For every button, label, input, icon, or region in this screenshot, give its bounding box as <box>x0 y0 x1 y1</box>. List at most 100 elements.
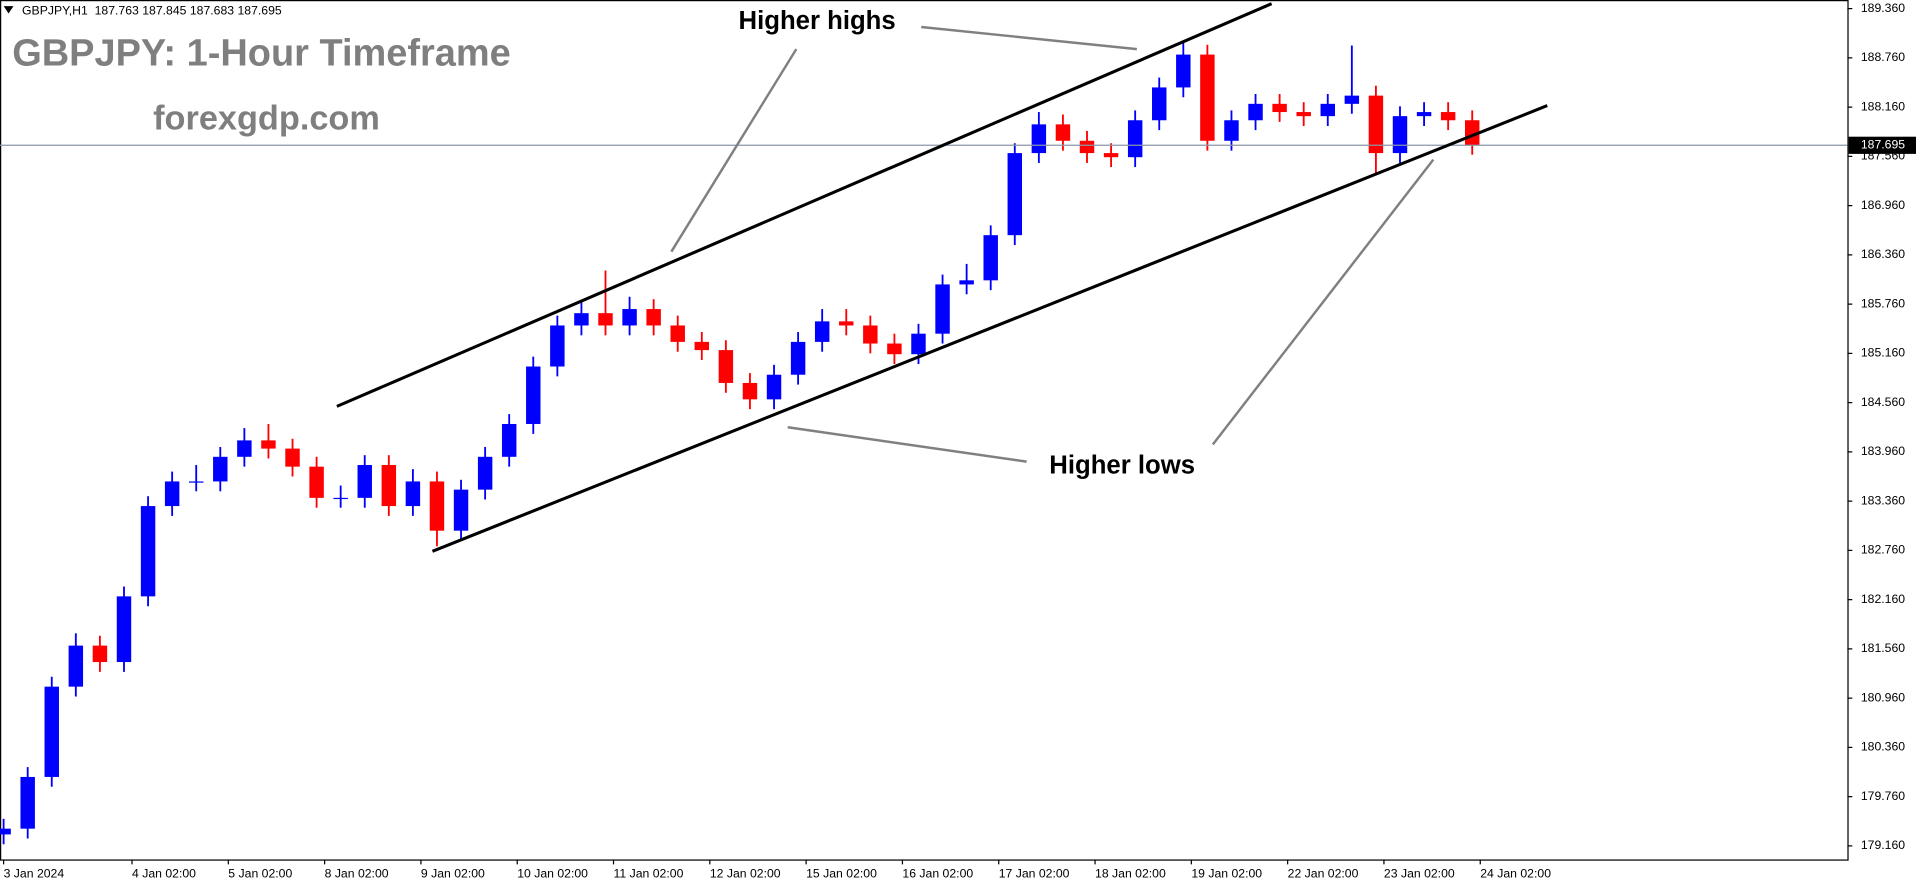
x-tick-label: 22 Jan 02:00 <box>1288 866 1359 880</box>
chart-subtitle: forexgdp.com <box>153 99 380 137</box>
candle-body <box>429 481 445 531</box>
candle-body <box>20 776 35 829</box>
candle-body <box>959 280 974 285</box>
x-tick-label: 12 Jan 02:00 <box>710 866 781 880</box>
y-tick-label: 186.360 <box>1861 247 1905 261</box>
candle-body <box>1224 120 1239 141</box>
candle-body <box>935 284 950 334</box>
candle-body <box>622 309 637 326</box>
candle-body <box>501 423 517 457</box>
last-price-box <box>1848 136 1916 154</box>
candle-body <box>213 456 228 482</box>
candle-body <box>1055 124 1071 141</box>
y-tick-label: 179.160 <box>1861 838 1905 852</box>
pointer <box>1211 158 1435 446</box>
candle-body <box>92 645 108 663</box>
candle-body <box>1176 54 1191 88</box>
x-tick-label: 8 Jan 02:00 <box>325 866 389 880</box>
candle-body <box>1248 103 1263 121</box>
lower-trendline <box>431 104 1548 553</box>
candle-body <box>116 596 132 663</box>
candle-body <box>140 506 156 597</box>
candle-body <box>68 645 84 687</box>
annotation: Higher highs <box>739 7 896 35</box>
candle-body <box>44 686 59 777</box>
x-tick-label: 24 Jan 02:00 <box>1480 866 1551 880</box>
y-tick-label: 189.360 <box>1861 1 1905 15</box>
x-tick-label: 4 Jan 02:00 <box>132 866 196 880</box>
candle-body <box>1320 103 1335 117</box>
x-tick-label: 5 Jan 02:00 <box>228 866 292 880</box>
candle-body <box>1200 54 1215 141</box>
y-tick-label: 182.160 <box>1861 592 1905 606</box>
pointer <box>921 25 1137 51</box>
candle-body <box>188 481 204 483</box>
upper-trendline <box>336 2 1273 408</box>
x-tick-label: 19 Jan 02:00 <box>1191 866 1262 880</box>
y-tick-label: 181.560 <box>1861 641 1905 655</box>
candle-body <box>405 481 421 507</box>
candle-body <box>790 341 806 375</box>
annotation: Higher lows <box>1049 451 1195 479</box>
candle-body <box>983 235 998 281</box>
x-tick-label: 15 Jan 02:00 <box>806 866 877 880</box>
y-tick-label: 183.360 <box>1861 493 1905 507</box>
candle-body <box>1344 95 1360 104</box>
y-tick-label: 183.960 <box>1861 444 1905 458</box>
y-tick-label: 188.760 <box>1861 50 1905 64</box>
candle-body <box>863 325 878 344</box>
y-tick-label: 180.960 <box>1861 690 1905 704</box>
y-tick-label: 185.760 <box>1861 296 1905 310</box>
candle-body <box>742 382 758 400</box>
x-tick-label: 17 Jan 02:00 <box>999 866 1070 880</box>
menu-icon[interactable] <box>3 6 14 14</box>
candle-body <box>911 333 926 355</box>
candle-body <box>646 309 661 326</box>
header: GBPJPY,H1 187.763 187.845 187.683 187.69… <box>22 3 282 17</box>
y-tick-label: 182.760 <box>1861 543 1905 557</box>
candle-body <box>381 465 397 507</box>
y-tick-label: 180.360 <box>1861 740 1905 754</box>
candle-body <box>574 313 589 326</box>
candle-body <box>766 374 782 400</box>
candle-body <box>285 448 300 467</box>
candle-body <box>333 497 348 500</box>
candle-body <box>1079 140 1095 154</box>
candle-body <box>1152 87 1167 121</box>
pointer <box>670 48 798 253</box>
last-price-label: 187.695 <box>1861 138 1905 152</box>
candle-body <box>887 343 902 355</box>
candle-body <box>526 366 541 424</box>
y-tick-label: 188.160 <box>1861 99 1905 113</box>
candle-body <box>477 456 493 490</box>
candle-body <box>1103 153 1119 158</box>
y-tick-label: 185.160 <box>1861 346 1905 360</box>
candle-body <box>1464 120 1480 146</box>
candle-body <box>309 466 324 498</box>
candle-body <box>1127 120 1143 158</box>
y-tick-label: 184.560 <box>1861 395 1905 409</box>
candle-body <box>357 465 372 498</box>
candle-body <box>839 321 854 326</box>
candle-body <box>1296 112 1311 117</box>
candle-body <box>1392 116 1408 154</box>
x-tick-label: 3 Jan 2024 <box>4 866 65 880</box>
x-tick-label: 9 Jan 02:00 <box>421 866 485 880</box>
candle-body <box>1440 112 1456 121</box>
candle-body <box>0 828 11 835</box>
pointer-lines <box>670 25 1435 463</box>
candle-body <box>670 325 685 342</box>
candle-body <box>164 481 180 507</box>
candle-body <box>550 325 565 367</box>
candle-body <box>1007 153 1023 236</box>
y-tick-label: 179.760 <box>1861 789 1905 803</box>
x-tick-label: 18 Jan 02:00 <box>1095 866 1166 880</box>
candle-body <box>718 350 734 383</box>
candle-body <box>694 341 710 351</box>
candle-body <box>453 489 469 531</box>
x-tick-label: 16 Jan 02:00 <box>902 866 973 880</box>
candle-body <box>1031 124 1047 154</box>
